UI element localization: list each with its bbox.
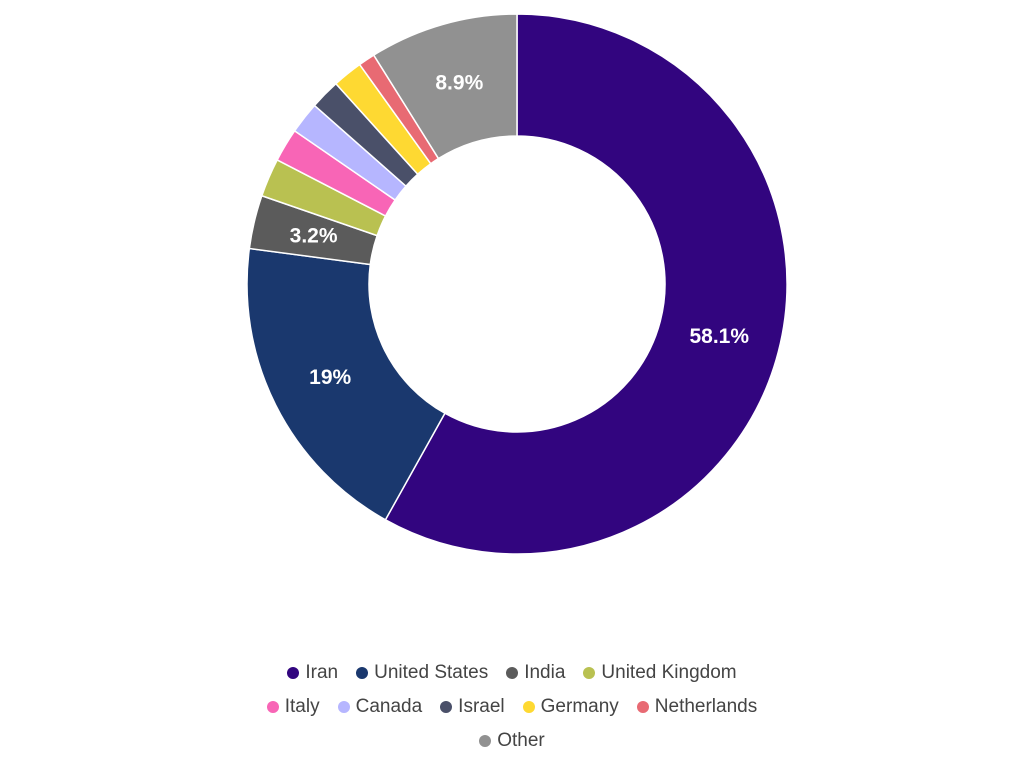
data-label-united-states: 19% bbox=[309, 366, 351, 389]
slice-iran bbox=[384, 13, 788, 555]
legend-dot-icon bbox=[266, 701, 279, 713]
legend-item-canada[interactable]: Canada bbox=[337, 696, 423, 718]
legend-label: United Kingdom bbox=[601, 662, 737, 683]
legend-item-india[interactable]: India bbox=[506, 662, 565, 684]
legend-label: India bbox=[524, 662, 566, 683]
legend-item-germany[interactable]: Germany bbox=[522, 696, 619, 718]
legend-dot-icon bbox=[522, 701, 535, 713]
data-label-other: 8.9% bbox=[435, 72, 483, 95]
legend-label: United States bbox=[374, 662, 489, 683]
legend-label: Canada bbox=[355, 696, 423, 717]
legend-label: Israel bbox=[458, 696, 505, 717]
slice-other bbox=[372, 13, 518, 160]
slice-labels: 58.1% 19% 3.2% 8.9% bbox=[290, 72, 750, 390]
legend-dot-icon bbox=[287, 667, 300, 679]
legend-dot-icon bbox=[583, 667, 596, 679]
legend-dot-icon bbox=[479, 735, 492, 747]
legend-item-italy[interactable]: Italy bbox=[266, 696, 320, 718]
legend-label: Germany bbox=[540, 696, 619, 717]
legend-dot-icon bbox=[440, 701, 453, 713]
legend-item-united-kingdom[interactable]: United Kingdom bbox=[583, 662, 737, 684]
legend-label: Italy bbox=[284, 696, 320, 717]
legend-label: Other bbox=[497, 730, 545, 751]
legend-item-iran[interactable]: Iran bbox=[287, 662, 338, 684]
legend-dot-icon bbox=[506, 667, 519, 679]
donut-chart: 58.1% 19% 3.2% 8.9% bbox=[246, 13, 788, 555]
legend-item-netherlands[interactable]: Netherlands bbox=[636, 696, 758, 718]
legend-dot-icon bbox=[337, 701, 350, 713]
legend-dot-icon bbox=[636, 701, 649, 713]
legend-item-other[interactable]: Other bbox=[479, 730, 545, 752]
slice-united-states bbox=[246, 247, 446, 521]
donut-slices bbox=[246, 13, 788, 555]
chart-legend: Iran United States India United Kingdom Ital… bbox=[0, 662, 1024, 752]
data-label-india: 3.2% bbox=[290, 224, 338, 247]
legend-label: Netherlands bbox=[654, 696, 758, 717]
data-label-iran: 58.1% bbox=[689, 325, 749, 348]
legend-item-united-states[interactable]: United States bbox=[356, 662, 488, 684]
legend-item-israel[interactable]: Israel bbox=[440, 696, 505, 718]
legend-label: Iran bbox=[305, 662, 339, 683]
legend-dot-icon bbox=[356, 667, 369, 679]
